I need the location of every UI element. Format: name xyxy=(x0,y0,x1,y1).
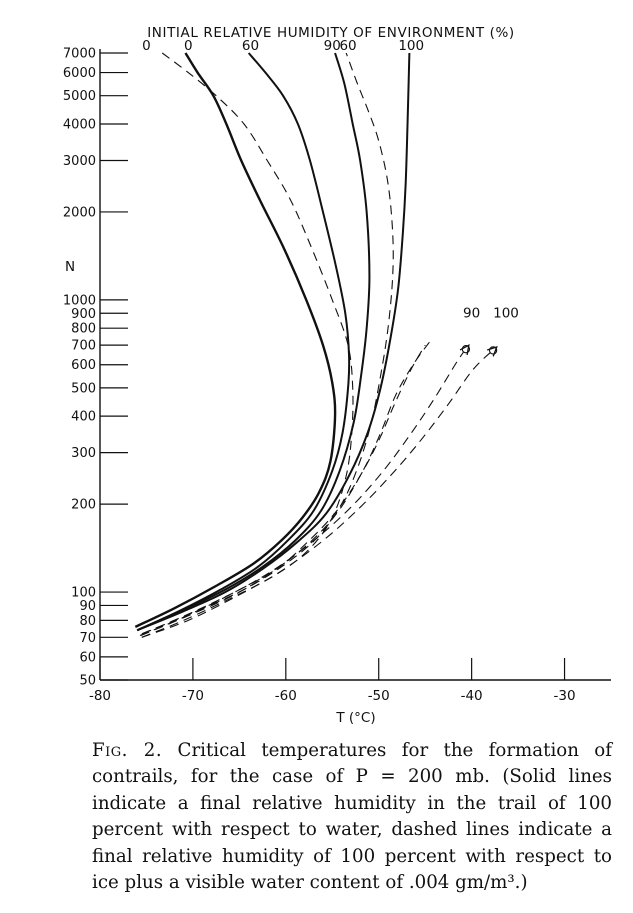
y-tick-label: 200 xyxy=(71,498,96,513)
y-tick-label: 300 xyxy=(71,446,96,461)
y-tick-label: 2000 xyxy=(63,205,96,220)
y-tick-label: 500 xyxy=(71,381,96,396)
y-tick-label: 700 xyxy=(71,339,96,354)
x-tick-label: -60 xyxy=(275,688,297,704)
y-axis-label: N xyxy=(65,259,75,275)
legend-label: 90 xyxy=(324,38,341,54)
series-end-arrow xyxy=(486,345,498,357)
series-line-90-solid xyxy=(136,52,371,632)
y-tick-label: 3000 xyxy=(63,154,96,169)
y-tick-label: 600 xyxy=(71,358,96,373)
figure-caption: Fig. 2. Critical temperatures for the fo… xyxy=(92,738,612,896)
y-tick-label: 400 xyxy=(71,410,96,425)
series-line-unlabeled-dashed xyxy=(142,344,426,635)
y-tick-label: 800 xyxy=(71,322,96,337)
x-axis-ticks: -80 -70 -60 -50 -40 -30 xyxy=(89,658,576,704)
y-tick-label: 90 xyxy=(79,599,96,614)
figure-caption-label: Fig. 2. xyxy=(92,740,163,761)
series-line-0-dashed xyxy=(141,52,354,638)
y-tick-label: 6000 xyxy=(63,66,96,81)
annotation-label: 90 xyxy=(463,305,480,321)
legend-label: 100 xyxy=(398,38,424,54)
x-tick-label: -30 xyxy=(554,688,576,704)
chart-title: INITIAL RELATIVE HUMIDITY OF ENVIRONMENT… xyxy=(147,25,515,41)
x-tick-label: -40 xyxy=(461,688,483,704)
x-tick-label: -80 xyxy=(89,688,111,704)
legend-label: 60 xyxy=(242,38,259,54)
y-tick-label: 60 xyxy=(79,650,96,665)
series-line-0-solid xyxy=(134,52,337,628)
series-line-90-dashed xyxy=(139,344,470,637)
y-tick-label: 7000 xyxy=(63,47,96,62)
series-line-60-solid xyxy=(136,52,351,632)
series-line-unlabeled-dashed xyxy=(140,341,431,637)
series-line-60-dashed xyxy=(141,52,394,635)
y-tick-label: 50 xyxy=(79,674,96,689)
legend-label: 0 xyxy=(184,38,193,54)
x-tick-label: -50 xyxy=(368,688,390,704)
y-tick-label: 900 xyxy=(71,307,96,322)
y-tick-label: 5000 xyxy=(63,89,96,104)
x-axis-label: T (°C) xyxy=(335,710,375,726)
y-tick-label: 70 xyxy=(79,631,96,646)
y-tick-label: 80 xyxy=(79,614,96,629)
legend-label: 60 xyxy=(339,38,356,54)
annotation-label: 100 xyxy=(493,305,519,321)
series-line-100-solid xyxy=(136,52,411,632)
legend-label: 0 xyxy=(142,38,151,54)
annotation-layer: 90 100 xyxy=(463,305,519,321)
x-tick-label: -70 xyxy=(182,688,204,704)
contrail-chart: INITIAL RELATIVE HUMIDITY OF ENVIRONMENT… xyxy=(63,25,611,726)
series-line-100-dashed xyxy=(141,346,498,638)
y-tick-label: 1000 xyxy=(63,293,96,308)
series-layer xyxy=(134,52,498,638)
series-end-arrow xyxy=(459,343,470,356)
y-tick-label: 4000 xyxy=(63,118,96,133)
axes xyxy=(99,49,611,681)
figure-caption-text: Critical temperatures for the formation … xyxy=(92,740,612,894)
y-tick-label: 100 xyxy=(71,586,96,601)
